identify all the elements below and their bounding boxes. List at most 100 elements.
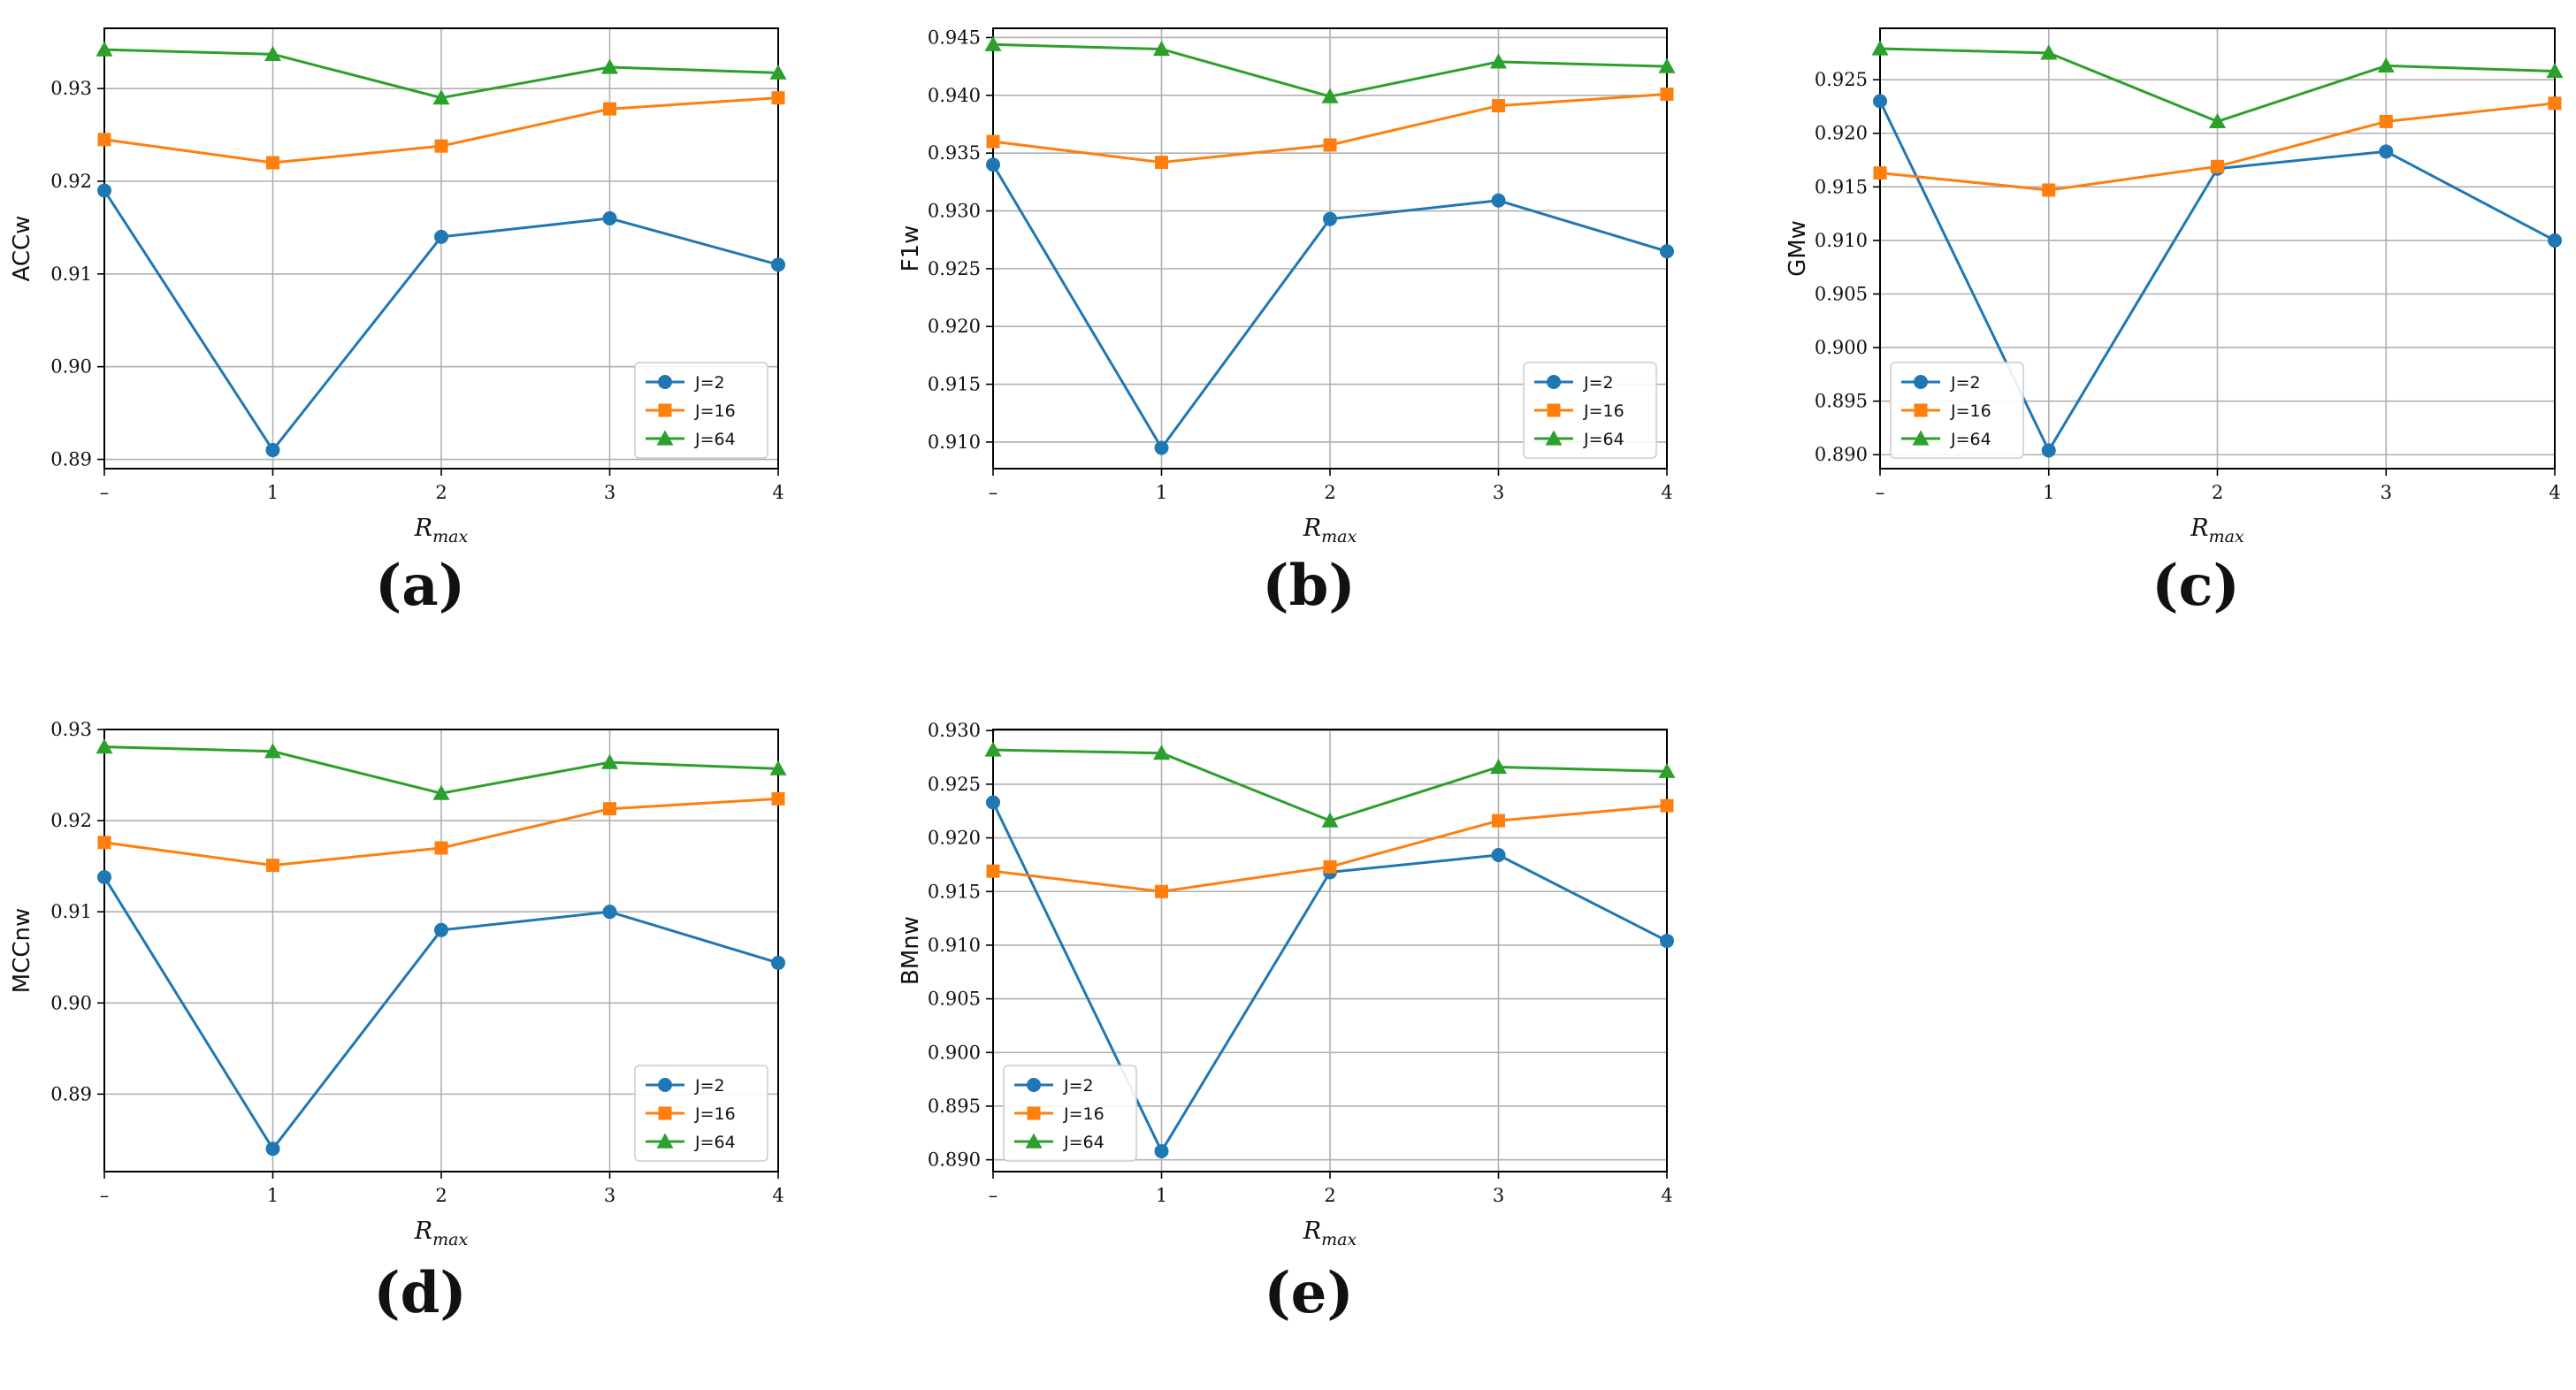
data-point — [2040, 44, 2058, 60]
data-point — [266, 156, 279, 170]
y-tick-label: 0.900 — [1815, 337, 1868, 358]
x-tick-label: 2 — [1324, 1185, 1335, 1206]
legend-entry: J=16 — [1950, 401, 1991, 421]
y-tick-label: 0.905 — [928, 989, 981, 1010]
legend-marker — [1912, 430, 1930, 446]
data-point — [1491, 193, 1506, 208]
data-point — [2379, 144, 2394, 159]
y-tick-label: 0.93 — [50, 719, 92, 740]
x-tick-label: 1 — [267, 482, 279, 503]
data-point — [264, 743, 281, 759]
x-axis-label-main: R — [1303, 515, 1321, 542]
x-axis-label: Rmax — [1303, 515, 1357, 546]
data-point — [2379, 114, 2393, 128]
data-point — [602, 905, 617, 920]
x-axis-label-sub: max — [432, 1230, 468, 1249]
x-tick-label: 4 — [2549, 482, 2560, 503]
legend-entry: J=64 — [694, 430, 736, 449]
series-J=16 — [986, 88, 1674, 170]
data-point — [2211, 159, 2224, 173]
y-tick-label: 0.89 — [50, 1083, 92, 1104]
y-tick-label: 0.915 — [928, 374, 981, 395]
x-axis-label-sub: max — [1321, 1230, 1357, 1249]
data-point — [986, 795, 1000, 810]
data-point — [1155, 884, 1168, 898]
series-J=64 — [96, 41, 787, 105]
y-axis-label: BMnw — [898, 916, 924, 985]
y-tick-label: 0.915 — [928, 881, 981, 902]
x-tick-label: – — [989, 1185, 998, 1206]
y-tick-label: 0.93 — [50, 78, 92, 99]
legend-marker — [658, 403, 672, 417]
data-point — [265, 1142, 280, 1157]
data-point — [2548, 96, 2562, 111]
chart-svg-b: – 1 2 3 4 0.910 0.915 0.920 0.925 0.930 0.935 0.940… — [898, 27, 1676, 546]
data-point — [266, 859, 279, 873]
chart-svg-e: – 1 2 3 4 0.890 0.895 0.900 0.905 0.910 0.915 0.920… — [898, 720, 1676, 1249]
legend: J=2 J=16 J=64 — [1890, 362, 2024, 459]
series-J=64 — [1871, 40, 2564, 129]
x-axis-label: Rmax — [414, 1218, 469, 1249]
data-point — [771, 257, 785, 272]
x-tick-label: 3 — [604, 482, 615, 503]
legend-entry: J=2 — [1063, 1076, 1094, 1096]
y-tick-label: 0.890 — [928, 1149, 981, 1171]
data-point — [97, 133, 111, 147]
legend-marker — [1547, 375, 1561, 389]
data-point — [96, 738, 113, 754]
y-tick-label: 0.920 — [1815, 123, 1868, 144]
legend-marker — [1545, 430, 1563, 446]
legend-entry: J=16 — [1063, 1104, 1105, 1124]
y-tick-label: 0.925 — [928, 774, 981, 795]
data-point — [1154, 440, 1169, 455]
data-point — [434, 841, 448, 855]
legend-marker — [658, 1078, 672, 1092]
x-tick-label: – — [100, 482, 110, 503]
data-point — [771, 791, 785, 806]
series-J=64 — [96, 738, 787, 800]
y-axis-label: ACCw — [9, 216, 35, 282]
caption-b: (b) — [1262, 553, 1356, 619]
data-point — [2209, 112, 2226, 129]
data-point — [2041, 443, 2056, 458]
y-tick-label: 0.92 — [50, 810, 92, 831]
chart-panel-b: – 1 2 3 4 0.910 0.915 0.920 0.925 0.930 0.935 0.940… — [889, 19, 1693, 566]
legend-entry: J=16 — [694, 401, 736, 421]
legend-entry: J=16 — [1583, 401, 1624, 421]
legend-marker — [656, 1133, 674, 1149]
y-tick-label: 0.910 — [1815, 230, 1868, 251]
x-tick-label: 4 — [1661, 1185, 1672, 1206]
data-point — [602, 210, 617, 225]
y-tick-label: 0.890 — [1815, 444, 1868, 465]
legend-marker — [1027, 1078, 1041, 1092]
data-point — [1490, 758, 1507, 775]
x-tick-label: 3 — [2381, 482, 2392, 503]
series-J=2 — [97, 183, 785, 458]
x-tick-label: 1 — [2043, 482, 2054, 503]
legend-marker — [1027, 1106, 1041, 1120]
data-point — [603, 102, 616, 116]
data-point — [771, 91, 785, 105]
data-point — [264, 45, 281, 61]
legend-entry: J=2 — [694, 1076, 725, 1096]
chart-svg-c: – 1 2 3 4 0.890 0.895 0.900 0.905 0.910 0.915 0.920… — [1785, 27, 2564, 546]
data-point — [265, 443, 280, 458]
series-J=2 — [97, 870, 785, 1157]
plot-area-d: – 1 2 3 4 0.89 0.90 0.91 0.92 0.93 MCCnw Rmax J=2 J=1… — [9, 719, 787, 1249]
data-point — [1660, 244, 1674, 259]
legend-entry: J=64 — [1583, 430, 1624, 449]
data-point — [1871, 40, 1889, 56]
x-axis-label-sub: max — [1321, 527, 1357, 546]
x-tick-label: 1 — [1156, 482, 1167, 503]
series-J=16 — [986, 798, 1674, 898]
x-axis-label-main: R — [1303, 1218, 1321, 1245]
caption-c: (c) — [2152, 553, 2240, 619]
data-point — [601, 753, 618, 769]
data-point — [2042, 183, 2056, 197]
legend-entry: J=64 — [1063, 1133, 1105, 1152]
data-point — [1323, 138, 1337, 152]
data-point — [434, 139, 448, 153]
y-tick-label: 0.89 — [50, 449, 92, 470]
data-point — [432, 784, 450, 800]
x-axis-label-sub: max — [2209, 527, 2244, 546]
